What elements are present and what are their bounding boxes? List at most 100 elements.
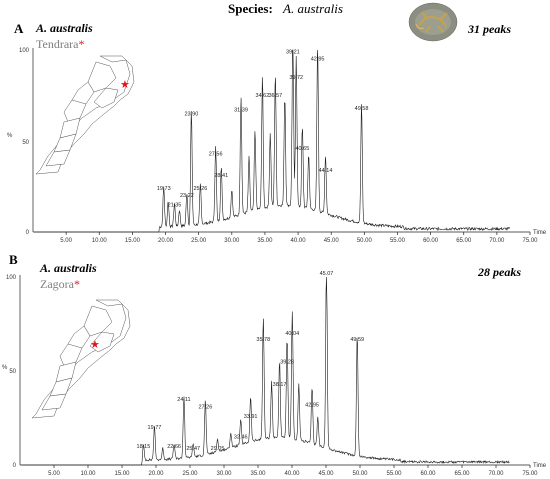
panel-b-xtick-label: 50.00 xyxy=(352,471,368,477)
panel-b-xtick-label: 5.00 xyxy=(48,471,60,477)
panel-b-ytick-100: 100 xyxy=(6,275,17,281)
panel-a-xtick-label: 35.00 xyxy=(257,238,273,244)
panel-b-peak-label: 49.59 xyxy=(350,337,364,343)
panel-a: A A. australis Tendrara* 31 peaks ★ 0 50… xyxy=(7,21,547,244)
panel-b-peak-labels: 18.15 19.77 22.66 24.11 25.47 27.26 29.05 32.46… xyxy=(137,271,365,452)
panel-b-peak-label: 45.07 xyxy=(320,271,334,277)
panel-b-location-name: Zagora xyxy=(40,277,75,291)
panel-a-xtick-label: 70.00 xyxy=(489,238,505,244)
panel-a-ytick-100: 100 xyxy=(19,48,30,54)
panel-b-trace xyxy=(21,276,510,466)
panel-b-location-star-icon: ★ xyxy=(90,338,100,351)
panel-a-peak-label: 40.65 xyxy=(295,146,309,152)
panel-b-peaks-count: 28 peaks xyxy=(477,265,521,279)
panel-a-location-star-icon: ★ xyxy=(120,78,130,91)
panel-a-ytick-0: 0 xyxy=(26,230,30,236)
figure-title-species: A. australis xyxy=(282,1,343,16)
panel-a-xtick-label: 45.00 xyxy=(324,238,340,244)
panel-a-peak-label: 23.22 xyxy=(180,193,194,199)
panel-b-xtick-label: 60.00 xyxy=(420,471,436,477)
panel-b-peak-label: 32.46 xyxy=(234,435,248,441)
panel-a-peak-label: 39.72 xyxy=(289,75,303,81)
panel-a-peak-label: 27.56 xyxy=(209,151,223,157)
panel-b-letter: B xyxy=(9,252,18,267)
panel-b-xtick-label: 25.00 xyxy=(182,471,198,477)
panel-a-peak-label: 28.41 xyxy=(214,173,228,179)
panel-b-peak-label: 42.95 xyxy=(305,403,319,409)
panel-b-peak-label: 33.91 xyxy=(244,414,258,420)
panel-a-peak-label: 34.62 xyxy=(256,93,270,99)
panel-b-xtick-label: 65.00 xyxy=(454,471,470,477)
panel-a-location-name: Tendrara xyxy=(36,37,79,51)
panel-a-xtick-label: 40.00 xyxy=(291,238,307,244)
panel-a-xtick-label: 50.00 xyxy=(357,238,373,244)
panel-a-peak-label: 42.95 xyxy=(311,57,325,63)
panel-a-peak-labels: 19.73 21.35 23.22 23.90 25.26 27.56 28.41 31.39… xyxy=(157,49,369,208)
panel-a-location: Tendrara* xyxy=(36,37,84,51)
panel-a-peak-label: 23.90 xyxy=(184,111,198,117)
panel-a-xtick-label: 25.00 xyxy=(191,238,207,244)
panel-b-ylabel: % xyxy=(2,365,8,371)
panel-a-xlabel: Time xyxy=(533,230,547,236)
panel-b-peak-label: 40.04 xyxy=(285,331,299,337)
panel-b-peak-label: 27.26 xyxy=(198,404,212,410)
panel-a-xtick-label: 65.00 xyxy=(456,238,472,244)
panel-b-peak-label: 24.11 xyxy=(177,397,190,403)
panel-b-peak-label: 22.66 xyxy=(167,444,181,450)
panel-a-xtick-label: 60.00 xyxy=(423,238,439,244)
panel-b-peak-label: 19.77 xyxy=(148,425,162,431)
panel-a-ylabel: % xyxy=(7,133,13,139)
panel-a-peak-label: 25.26 xyxy=(194,186,208,192)
panel-a-xtick-label: 20.00 xyxy=(158,238,174,244)
panel-b-species: A. australis xyxy=(39,261,97,275)
scorpion-photo xyxy=(408,2,458,42)
panel-b-peak-label: 35.78 xyxy=(256,337,270,343)
panel-a-trace xyxy=(34,49,511,233)
panel-b-xticks: 5.00 10.00 15.00 20.00 25.00 30.00 35.00 40.00 4… xyxy=(48,465,538,477)
panel-b-xtick-label: 10.00 xyxy=(80,471,96,477)
panel-b-peak-label: 38.17 xyxy=(273,382,287,388)
panel-a-xtick-label: 15.00 xyxy=(125,238,141,244)
panel-b-location: Zagora* xyxy=(40,277,80,291)
panel-b-xtick-label: 20.00 xyxy=(148,471,164,477)
panel-a-xtick-label: 10.00 xyxy=(92,238,108,244)
panel-a-species: A. australis xyxy=(35,21,93,35)
panel-a-xtick-label: 30.00 xyxy=(224,238,240,244)
panel-a-peak-label: 39.21 xyxy=(286,49,300,55)
figure-title-label: Species: xyxy=(228,1,273,16)
panel-b-xtick-label: 35.00 xyxy=(250,471,266,477)
panel-b-peak-label: 25.47 xyxy=(186,446,200,452)
panel-b-map: ★ xyxy=(31,299,131,419)
panel-b-xtick-label: 30.00 xyxy=(216,471,232,477)
panel-a-map: ★ xyxy=(35,55,135,175)
panel-a-peak-label: 21.35 xyxy=(168,202,182,208)
panel-b-peak-label: 39.28 xyxy=(280,359,294,365)
panel-b-xtick-label: 45.00 xyxy=(318,471,334,477)
panel-a-letter: A xyxy=(14,21,24,36)
panel-b-xtick-label: 75.00 xyxy=(522,471,538,477)
panel-b-location-mark: * xyxy=(74,277,80,291)
panel-b-xtick-label: 40.00 xyxy=(284,471,300,477)
panel-a-xticks: 5.00 10.00 15.00 20.00 25.00 30.00 35.00 40.00 4… xyxy=(60,232,538,244)
panel-a-xtick-label: 75.00 xyxy=(522,238,538,244)
panel-b-xtick-label: 70.00 xyxy=(488,471,504,477)
panel-a-peak-label: 31.39 xyxy=(234,108,248,114)
panel-b-xtick-label: 15.00 xyxy=(114,471,130,477)
panel-a-peak-label: 49.58 xyxy=(355,106,369,112)
panel-a-ytick-50: 50 xyxy=(22,140,29,146)
panel-b-ytick-50: 50 xyxy=(9,369,16,375)
panel-b: B A. australis Zagora* 28 peaks ★ 0 50 1… xyxy=(2,252,547,477)
panel-a-location-mark: * xyxy=(78,37,84,51)
panel-b-peak-label: 29.05 xyxy=(211,446,225,452)
panel-a-peak-label: 44.14 xyxy=(319,168,333,174)
panel-b-xtick-label: 55.00 xyxy=(386,471,402,477)
panel-a-peak-label: 19.73 xyxy=(157,186,171,192)
panel-a-peak-label: 36.57 xyxy=(268,93,282,99)
panel-b-xlabel: Time xyxy=(533,463,547,469)
panel-b-peak-label: 18.15 xyxy=(137,444,151,450)
panel-a-xtick-label: 5.00 xyxy=(60,238,72,244)
panel-a-xtick-label: 55.00 xyxy=(390,238,406,244)
panel-a-peaks-count: 31 peaks xyxy=(467,22,511,36)
panel-b-ytick-0: 0 xyxy=(13,463,17,469)
